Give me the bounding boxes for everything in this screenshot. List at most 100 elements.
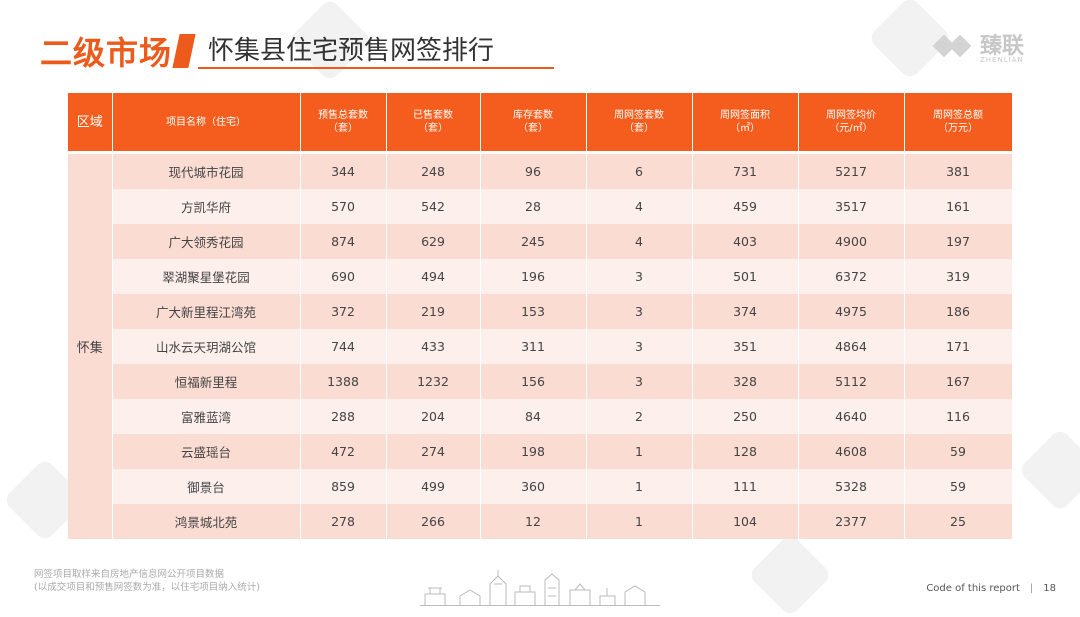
value-cell: 629	[386, 224, 481, 259]
table-row: 鸿景城北苑 278 266 12 1 104 2377 25	[68, 504, 1013, 539]
value-cell: 3	[586, 259, 693, 294]
project-name-cell: 御景台	[112, 469, 301, 504]
value-cell: 472	[300, 434, 387, 469]
table-row: 翠湖聚星堡花园 690 494 196 3 501 6372 319	[68, 259, 1013, 294]
value-cell: 374	[692, 294, 799, 329]
table-row: 云盛瑶台 472 274 198 1 128 4608 59	[68, 434, 1013, 469]
column-header: 周网签总额 （万元）	[904, 93, 1013, 151]
table-row: 恒福新里程 1388 1232 156 3 328 5112 167	[68, 364, 1013, 399]
value-cell: 186	[904, 294, 1013, 329]
value-cell: 433	[386, 329, 481, 364]
value-cell: 59	[904, 434, 1013, 469]
column-header: 周网签面积 （㎡）	[692, 93, 799, 151]
value-cell: 311	[480, 329, 587, 364]
value-cell: 2	[586, 399, 693, 434]
project-name-cell: 富雅蓝湾	[112, 399, 301, 434]
table-row: 怀集 现代城市花园 344 248 96 6 731 5217 381	[68, 154, 1013, 539]
value-cell: 570	[300, 189, 387, 224]
value-cell: 156	[480, 364, 587, 399]
value-cell: 96	[480, 154, 587, 189]
value-cell: 403	[692, 224, 799, 259]
value-cell: 4608	[798, 434, 905, 469]
value-cell: 116	[904, 399, 1013, 434]
brand-logo: 臻联 ZHENLIAN	[932, 24, 1052, 70]
value-cell: 3	[586, 364, 693, 399]
value-cell: 4	[586, 224, 693, 259]
value-cell: 1	[586, 504, 693, 539]
value-cell: 344	[300, 154, 387, 189]
value-cell: 1	[586, 434, 693, 469]
value-cell: 6	[586, 154, 693, 189]
value-cell: 2377	[798, 504, 905, 539]
value-cell: 4640	[798, 399, 905, 434]
value-cell: 542	[386, 189, 481, 224]
value-cell: 28	[480, 189, 587, 224]
column-header: 周网签均价 （元/㎡）	[798, 93, 905, 151]
value-cell: 5328	[798, 469, 905, 504]
project-name-cell: 广大新里程江湾苑	[112, 294, 301, 329]
column-header: 库存套数 （套）	[480, 93, 587, 151]
value-cell: 5217	[798, 154, 905, 189]
watermark-block	[747, 532, 833, 617]
project-name-cell: 现代城市花园	[112, 154, 301, 189]
value-cell: 372	[300, 294, 387, 329]
value-cell: 1388	[300, 364, 387, 399]
value-cell: 874	[300, 224, 387, 259]
project-name-cell: 山水云天玥湖公馆	[112, 329, 301, 364]
project-name-cell: 方凯华府	[112, 189, 301, 224]
value-cell: 4	[586, 189, 693, 224]
value-cell: 84	[480, 399, 587, 434]
value-cell: 204	[386, 399, 481, 434]
value-cell: 6372	[798, 259, 905, 294]
column-header: 区域	[68, 93, 113, 151]
value-cell: 161	[904, 189, 1013, 224]
footnote-line-1: 网签项目取样来自房地产信息网公开项目数据	[34, 569, 225, 580]
logo-icon	[932, 32, 974, 58]
value-cell: 1232	[386, 364, 481, 399]
section-divider	[172, 34, 196, 68]
value-cell: 859	[300, 469, 387, 504]
column-header: 周网签套数 （套）	[586, 93, 693, 151]
value-cell: 5112	[798, 364, 905, 399]
value-cell: 245	[480, 224, 587, 259]
value-cell: 3	[586, 329, 693, 364]
value-cell: 59	[904, 469, 1013, 504]
value-cell: 360	[480, 469, 587, 504]
value-cell: 3	[586, 294, 693, 329]
value-cell: 288	[300, 399, 387, 434]
value-cell: 196	[480, 259, 587, 294]
value-cell: 266	[386, 504, 481, 539]
table-row: 山水云天玥湖公馆 744 433 311 3 351 4864 171	[68, 329, 1013, 364]
value-cell: 381	[904, 154, 1013, 189]
value-cell: 4900	[798, 224, 905, 259]
page-title: 怀集县住宅预售网签排行	[208, 36, 495, 66]
watermark-block	[1017, 427, 1080, 513]
spacer-cell	[68, 151, 1013, 154]
table-row: 富雅蓝湾 288 204 84 2 250 4640 116	[68, 399, 1013, 434]
value-cell: 111	[692, 469, 799, 504]
value-cell: 248	[386, 154, 481, 189]
table-header-row: 区域 项目名称（住宅） 预售总套数 （套） 已售套数 （套） 库存套数 （套） 周网签套数…	[68, 93, 1013, 151]
value-cell: 250	[692, 399, 799, 434]
project-name-cell: 鸿景城北苑	[112, 504, 301, 539]
value-cell: 278	[300, 504, 387, 539]
value-cell: 731	[692, 154, 799, 189]
value-cell: 501	[692, 259, 799, 294]
value-cell: 328	[692, 364, 799, 399]
footnote: 网签项目取样来自房地产信息网公开项目数据 (以成交项目和预售网签数为准，以住宅项…	[34, 568, 260, 594]
table-row: 广大领秀花园 874 629 245 4 403 4900 197	[68, 224, 1013, 259]
value-cell: 12	[480, 504, 587, 539]
value-cell: 1	[586, 469, 693, 504]
value-cell: 167	[904, 364, 1013, 399]
project-name-cell: 翠湖聚星堡花园	[112, 259, 301, 294]
project-name-cell: 云盛瑶台	[112, 434, 301, 469]
column-header: 项目名称（住宅）	[112, 93, 301, 151]
skyline-illustration	[420, 570, 660, 606]
value-cell: 499	[386, 469, 481, 504]
value-cell: 128	[692, 434, 799, 469]
value-cell: 197	[904, 224, 1013, 259]
ranking-table: 区域 项目名称（住宅） 预售总套数 （套） 已售套数 （套） 库存套数 （套） 周网签套数…	[68, 93, 1013, 539]
table-row: 御景台 859 499 360 1 111 5328 59	[68, 469, 1013, 504]
value-cell: 153	[480, 294, 587, 329]
table-body: 怀集 现代城市花园 344 248 96 6 731 5217 381 方凯华府 570 542 28 4…	[68, 151, 1013, 539]
